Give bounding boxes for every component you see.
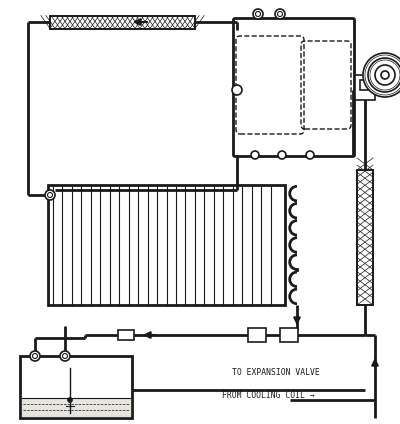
FancyBboxPatch shape — [234, 19, 354, 156]
Circle shape — [232, 85, 242, 95]
Circle shape — [306, 151, 314, 159]
Circle shape — [45, 190, 55, 200]
Circle shape — [375, 65, 395, 85]
Circle shape — [278, 151, 286, 159]
Circle shape — [256, 11, 260, 17]
Circle shape — [68, 398, 72, 402]
Bar — [355, 75, 375, 100]
Circle shape — [60, 351, 70, 361]
Bar — [360, 80, 372, 90]
Circle shape — [363, 53, 400, 97]
Bar — [118, 330, 134, 340]
Bar — [50, 16, 195, 28]
Bar — [50, 16, 195, 28]
Circle shape — [381, 71, 389, 79]
Text: TO EXPANSION VALVE: TO EXPANSION VALVE — [232, 368, 320, 377]
Circle shape — [275, 9, 285, 19]
Circle shape — [278, 11, 282, 17]
Circle shape — [48, 192, 52, 198]
Bar — [20, 356, 132, 418]
Circle shape — [368, 58, 400, 92]
Circle shape — [30, 351, 40, 361]
Circle shape — [32, 354, 38, 359]
Bar — [357, 170, 373, 305]
Circle shape — [253, 9, 263, 19]
Bar — [357, 170, 373, 305]
Bar — [280, 328, 298, 342]
Bar — [48, 185, 285, 305]
Circle shape — [251, 151, 259, 159]
Circle shape — [62, 354, 68, 359]
Bar — [248, 328, 266, 342]
Text: FROM COOLING COIL →: FROM COOLING COIL → — [222, 391, 315, 400]
